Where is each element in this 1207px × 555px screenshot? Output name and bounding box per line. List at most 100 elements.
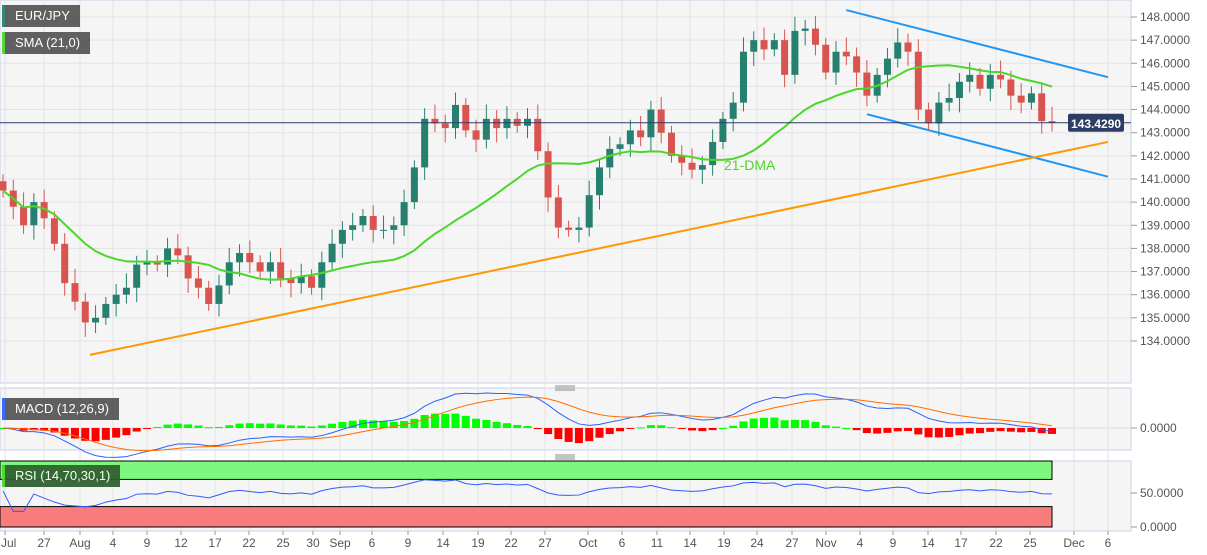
macd-histogram-bar bbox=[862, 428, 871, 434]
macd-histogram-bar bbox=[389, 421, 398, 428]
candle-body bbox=[904, 42, 912, 52]
macd-histogram-bar bbox=[142, 428, 151, 429]
candle-body bbox=[606, 148, 614, 168]
x-tick-label: 17 bbox=[954, 536, 968, 550]
macd-label[interactable]: MACD (12,26,9) bbox=[2, 398, 119, 420]
candle-body bbox=[225, 262, 233, 286]
macd-histogram-bar bbox=[60, 428, 69, 436]
rsi-label[interactable]: RSI (14,70,30,1) bbox=[2, 465, 121, 487]
macd-y-label: 0.0000 bbox=[1140, 421, 1177, 435]
y-tick-label: 136.0000 bbox=[1140, 288, 1190, 302]
candle-body bbox=[493, 118, 501, 129]
candle-body bbox=[626, 130, 634, 145]
macd-histogram-bar bbox=[790, 419, 799, 428]
macd-histogram-bar bbox=[276, 424, 285, 428]
x-tick-label: 9 bbox=[405, 536, 412, 550]
candle-body bbox=[616, 144, 624, 149]
macd-histogram-bar bbox=[883, 428, 892, 433]
macd-histogram-bar bbox=[122, 428, 131, 436]
macd-histogram-bar bbox=[986, 428, 995, 432]
macd-histogram-bar bbox=[410, 418, 419, 428]
candle-body bbox=[955, 81, 963, 98]
x-tick-label: 30 bbox=[306, 536, 320, 550]
macd-histogram-bar bbox=[893, 428, 902, 432]
macd-histogram-bar bbox=[801, 420, 810, 428]
symbol-label[interactable]: EUR/JPY bbox=[2, 5, 80, 27]
candle-body bbox=[369, 216, 377, 230]
main-panel bbox=[0, 0, 1132, 384]
macd-histogram-bar bbox=[256, 423, 265, 428]
macd-histogram-bar bbox=[1048, 428, 1056, 434]
macd-histogram-bar bbox=[708, 428, 717, 431]
macd-histogram-bar bbox=[482, 419, 491, 428]
macd-histogram-bar bbox=[533, 428, 542, 430]
macd-histogram-bar bbox=[225, 425, 234, 428]
candle-body bbox=[729, 102, 737, 119]
candle-body bbox=[503, 118, 511, 129]
candle-body bbox=[637, 130, 645, 138]
candle-body bbox=[215, 285, 223, 304]
macd-histogram-bar bbox=[328, 423, 337, 428]
y-tick-label: 146.0000 bbox=[1140, 56, 1190, 70]
macd-histogram-bar bbox=[112, 428, 121, 438]
macd-histogram-bar bbox=[317, 425, 326, 428]
macd-histogram-bar bbox=[657, 425, 666, 428]
candle-body bbox=[266, 262, 274, 272]
candle-body bbox=[709, 141, 717, 166]
candle-body bbox=[174, 248, 182, 256]
candle-body bbox=[122, 287, 130, 295]
macd-histogram-bar bbox=[965, 428, 974, 434]
macd-histogram-bar bbox=[873, 428, 882, 434]
macd-histogram-bar bbox=[307, 426, 316, 428]
macd-histogram-bar bbox=[852, 428, 861, 431]
candle-body bbox=[390, 225, 398, 230]
x-tick-label: 11 bbox=[651, 536, 664, 550]
macd-histogram-bar bbox=[564, 428, 573, 442]
macd-histogram-bar bbox=[472, 418, 481, 428]
macd-histogram-bar bbox=[688, 428, 697, 431]
x-tick-label: 19 bbox=[717, 536, 731, 550]
x-tick-label: 4 bbox=[110, 536, 117, 550]
candle-body bbox=[400, 202, 408, 226]
macd-histogram-bar bbox=[677, 428, 686, 429]
macd-histogram-bar bbox=[40, 428, 49, 431]
x-tick-label: 27 bbox=[785, 536, 799, 550]
y-tick-label: 137.0000 bbox=[1140, 265, 1190, 279]
candle-body bbox=[976, 74, 984, 89]
candle-body bbox=[277, 262, 285, 279]
candle-body bbox=[246, 253, 254, 263]
y-tick-label: 135.0000 bbox=[1140, 311, 1190, 325]
candle-body bbox=[1027, 93, 1035, 103]
x-tick-label: 22 bbox=[989, 536, 1003, 550]
candle-body bbox=[102, 303, 110, 318]
candle-body bbox=[667, 132, 675, 156]
macd-histogram-bar bbox=[574, 428, 583, 444]
candle-body bbox=[544, 151, 552, 198]
macd-histogram-bar bbox=[163, 424, 172, 428]
candle-body bbox=[133, 264, 141, 288]
candle-body bbox=[565, 227, 573, 230]
x-tick-label: 4 bbox=[857, 536, 864, 550]
candle-body bbox=[966, 74, 974, 82]
y-tick-label: 140.0000 bbox=[1140, 195, 1190, 209]
macd-histogram-bar bbox=[348, 420, 357, 428]
candle-body bbox=[842, 51, 850, 57]
macd-histogram-bar bbox=[338, 421, 347, 428]
x-tick-label: 14 bbox=[921, 536, 935, 550]
candle-body bbox=[287, 278, 295, 284]
sma-label[interactable]: SMA (21,0) bbox=[2, 32, 91, 54]
candle-body bbox=[678, 155, 686, 163]
macd-histogram-bar bbox=[266, 423, 275, 428]
candle-body bbox=[647, 109, 655, 138]
current-price-tag bbox=[1068, 113, 1124, 132]
candle-body bbox=[914, 51, 922, 110]
macd-histogram-bar bbox=[914, 428, 923, 435]
rsi-line bbox=[2, 479, 1053, 512]
macd-histogram-bar bbox=[204, 427, 213, 429]
y-tick-label: 142.0000 bbox=[1140, 149, 1190, 163]
macd-histogram-bar bbox=[101, 428, 110, 440]
candle-body bbox=[1038, 93, 1046, 122]
rsi-overbought-zone bbox=[0, 460, 1053, 480]
macd-histogram-bar bbox=[842, 427, 851, 429]
